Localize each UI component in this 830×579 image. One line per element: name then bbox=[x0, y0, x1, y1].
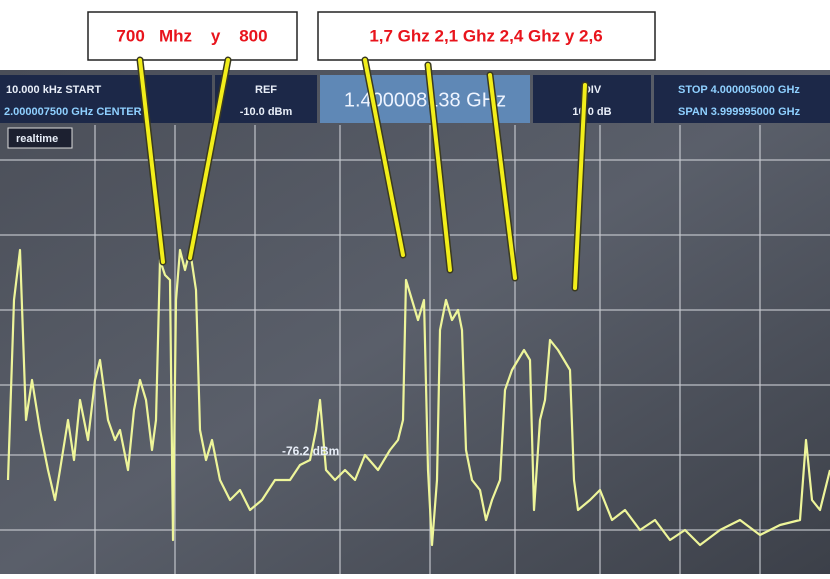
mode: realtime bbox=[16, 133, 58, 145]
div-value: 10.0 dB bbox=[572, 106, 611, 118]
start: 10.000 kHz START bbox=[6, 84, 101, 96]
screen bbox=[0, 70, 830, 574]
annotation: 700 Mhz y 800 bbox=[116, 26, 267, 45]
photo: 10.000 kHz START 2.000007500 GHz CENTER … bbox=[0, 0, 830, 574]
stop: STOP 4.000005000 GHz bbox=[678, 84, 800, 96]
ref-label: REF bbox=[255, 84, 277, 96]
span: SPAN 3.999995000 GHz bbox=[678, 106, 801, 118]
center: 2.000007500 GHz CENTER bbox=[4, 106, 142, 118]
ref-value: -10.0 dBm bbox=[240, 106, 293, 118]
marker-label: -76.2 dBm bbox=[282, 444, 339, 458]
annotation: 1,7 Ghz 2,1 Ghz 2,4 Ghz y 2,6 bbox=[369, 26, 602, 45]
page: 10.000 kHz START 2.000007500 GHz CENTER … bbox=[0, 0, 830, 574]
